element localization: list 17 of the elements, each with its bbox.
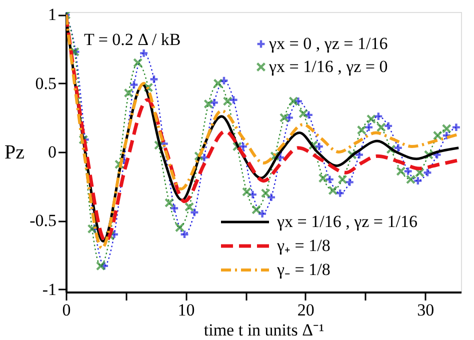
y-tick-label: 0.5	[35, 74, 56, 93]
legend-label: γx = 1/16 , γz = 0	[268, 57, 388, 76]
x-tick-label: 30	[417, 300, 434, 320]
y-tick-label: -1	[42, 280, 56, 299]
x-axis-title: time t in units Δ⁻¹	[204, 320, 324, 340]
y-tick-label: 0	[48, 142, 56, 162]
legend-label: γ₊ = 1/8	[276, 236, 330, 255]
x-tick-label: 20	[297, 300, 314, 320]
y-tick-label: 1	[48, 5, 56, 24]
x-tick-label: 10	[178, 300, 195, 320]
y-tick-label: -0.5	[30, 211, 56, 230]
legend-label: γx = 0 , γz = 1/16	[268, 34, 388, 53]
x-tick-label: 0	[62, 300, 71, 320]
y-axis-title: Pz	[4, 142, 25, 164]
legend-label: γx = 1/16 , γz = 1/16	[276, 212, 418, 231]
legend-label: γ₋ = 1/8	[276, 260, 330, 279]
annotation: T = 0.2 Δ / kB	[84, 30, 181, 49]
